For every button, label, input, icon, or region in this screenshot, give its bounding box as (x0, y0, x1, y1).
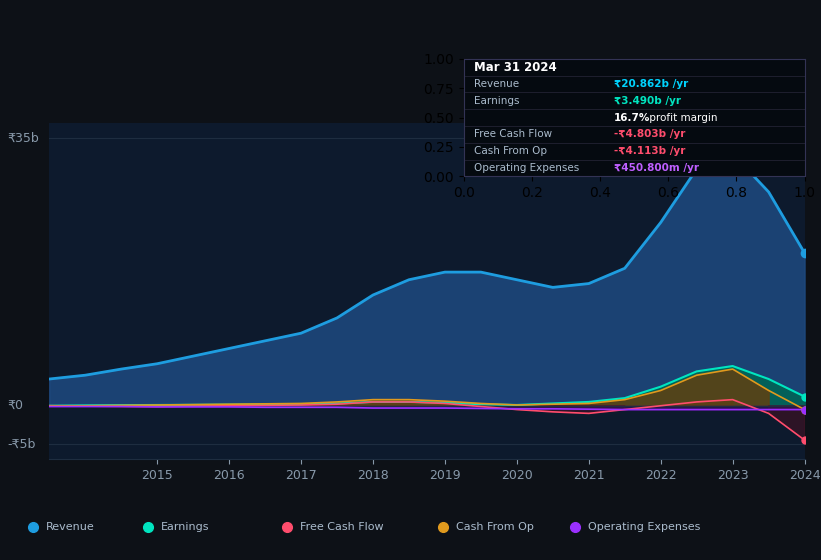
Text: ₹0: ₹0 (7, 399, 24, 412)
Text: Earnings: Earnings (474, 96, 520, 106)
Text: Revenue: Revenue (46, 522, 94, 531)
Text: -₹5b: -₹5b (7, 437, 36, 450)
Text: ₹20.862b /yr: ₹20.862b /yr (614, 79, 688, 89)
Text: Free Cash Flow: Free Cash Flow (474, 129, 553, 139)
Text: Operating Expenses: Operating Expenses (588, 522, 700, 531)
Text: Mar 31 2024: Mar 31 2024 (474, 60, 557, 74)
Text: Operating Expenses: Operating Expenses (474, 163, 580, 173)
Text: Cash From Op: Cash From Op (456, 522, 534, 531)
Text: ₹35b: ₹35b (7, 132, 39, 145)
Text: Cash From Op: Cash From Op (474, 146, 547, 156)
Text: -₹4.113b /yr: -₹4.113b /yr (614, 146, 686, 156)
Text: ₹450.800m /yr: ₹450.800m /yr (614, 163, 699, 173)
Text: 16.7%: 16.7% (614, 113, 650, 123)
Text: ₹3.490b /yr: ₹3.490b /yr (614, 96, 681, 106)
Text: -₹4.803b /yr: -₹4.803b /yr (614, 129, 686, 139)
Text: profit margin: profit margin (646, 113, 718, 123)
Text: Free Cash Flow: Free Cash Flow (300, 522, 384, 531)
Text: Revenue: Revenue (474, 79, 519, 89)
Text: Earnings: Earnings (161, 522, 209, 531)
